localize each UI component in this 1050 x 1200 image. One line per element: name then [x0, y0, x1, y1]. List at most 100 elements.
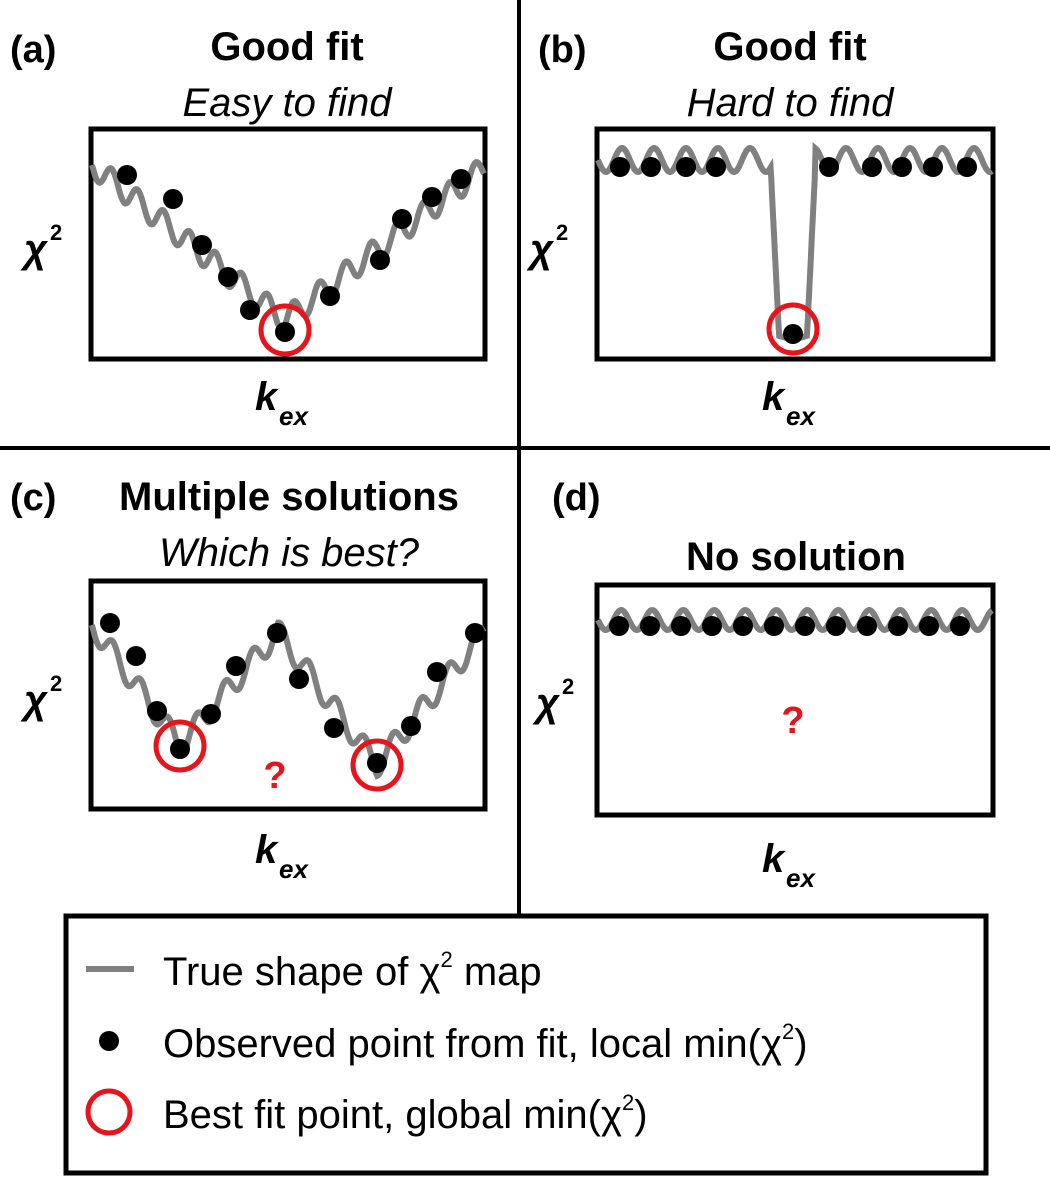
panel-d-y-axis-sup: 2: [562, 674, 574, 699]
panel-b: (b) Good fit Hard to find χ 2 k ex: [526, 25, 996, 431]
panel-b-point-9: [923, 157, 943, 177]
panel-a-point-10: [422, 187, 442, 207]
panel-b-point-6: [819, 157, 839, 177]
panel-a-point-6: [275, 322, 295, 342]
panel-a-title: Good fit: [210, 25, 363, 69]
panel-a-letter: (a): [10, 29, 56, 71]
panel-c-chi2-curve: [89, 619, 487, 780]
legend-circle-swatch: [85, 1088, 133, 1136]
panel-d-point-3: [671, 616, 691, 636]
panel-a-x-axis-sub: ex: [279, 401, 309, 431]
panel-b-point-2: [641, 157, 661, 177]
panel-b-point-4: [706, 157, 726, 177]
panel-b-best-fit-circle: [766, 302, 820, 356]
panel-d-point-9: [857, 616, 877, 636]
panel-d-point-6: [764, 616, 784, 636]
panel-d-y-axis-label: χ: [532, 681, 561, 725]
panel-c-letter: (c): [10, 477, 56, 519]
legend-point-swatch: [99, 1031, 119, 1051]
panel-c-point-4: [170, 739, 190, 759]
panel-d-question-mark: ?: [781, 700, 804, 742]
panel-c-subtitle: Which is best?: [159, 531, 420, 575]
legend: True shape of χ2 map Observed point from…: [63, 913, 989, 1176]
panel-a-point-1: [117, 165, 137, 185]
panel-c-point-10: [367, 753, 387, 773]
panel-d-point-5: [733, 616, 753, 636]
legend-box: [63, 913, 989, 1176]
panel-a-point-4: [218, 267, 238, 287]
panel-d-point-7: [795, 616, 815, 636]
panel-c-point-12: [427, 662, 447, 682]
panel-d-x-axis-sub: ex: [786, 863, 816, 893]
panel-d-x-axis-label: k: [762, 837, 786, 881]
panel-d-title: No solution: [686, 535, 906, 579]
panel-a: (a) Good fit Easy to find χ 2 k ex: [10, 25, 488, 431]
panel-a-point-5: [240, 300, 260, 320]
panel-d-point-10: [888, 616, 908, 636]
panel-a-subtitle: Easy to find: [182, 81, 393, 125]
panel-a-best-fit-circle: [258, 303, 312, 357]
panel-c-point-3: [147, 701, 167, 721]
panel-a-x-axis-label: k: [255, 375, 279, 419]
panel-b-y-axis-label: χ: [526, 227, 555, 271]
legend-point-label: Observed point from fit, local min(χ2): [163, 1019, 808, 1066]
panel-c-question-mark: ?: [263, 755, 286, 797]
panel-a-point-11: [451, 169, 471, 189]
panel-c-point-8: [289, 669, 309, 689]
panel-b-y-axis-sup: 2: [556, 220, 568, 245]
panel-c-point-6: [226, 656, 246, 676]
panel-a-y-axis-label: χ: [20, 227, 49, 271]
panel-d-point-2: [640, 616, 660, 636]
panel-d-point-8: [826, 616, 846, 636]
panel-c-x-axis-label: k: [255, 828, 279, 872]
panel-a-chi2-curve: [89, 158, 487, 332]
panel-c-plot-frame: [88, 578, 488, 812]
panel-c-x-axis-sub: ex: [279, 854, 309, 884]
panel-c-point-2: [126, 646, 146, 666]
panel-d-points: [609, 616, 970, 636]
panel-a-point-7: [320, 286, 340, 306]
panel-c-best-fit-circle-right: [350, 738, 404, 792]
panel-c-point-1: [100, 613, 120, 633]
panel-b-points: [610, 157, 977, 344]
panel-c-point-7: [267, 623, 287, 643]
panel-a-point-2: [163, 189, 183, 209]
panel-c-points: [100, 613, 485, 773]
panel-d-point-12: [950, 616, 970, 636]
panel-d-point-4: [702, 616, 722, 636]
panel-b-point-1: [610, 157, 630, 177]
panel-b-point-7: [862, 157, 882, 177]
panel-a-point-9: [392, 209, 412, 229]
panel-d: (d) No solution ? χ 2 k ex: [532, 477, 996, 893]
panel-d-letter: (d): [552, 477, 601, 519]
panel-c: (c) Multiple solutions Which is best? ? …: [10, 475, 488, 884]
panel-b-point-3: [676, 157, 696, 177]
panel-c-title: Multiple solutions: [119, 475, 459, 519]
panel-b-subtitle: Hard to find: [687, 81, 896, 125]
panel-a-point-8: [370, 250, 390, 270]
panel-b-point-8: [892, 157, 912, 177]
panel-b-title: Good fit: [713, 25, 866, 69]
panel-d-plot-frame: [594, 582, 996, 818]
panel-b-letter: (b): [538, 29, 587, 71]
panel-c-point-13: [465, 623, 485, 643]
panel-c-y-axis-sup: 2: [50, 671, 62, 696]
panel-c-point-11: [401, 716, 421, 736]
panel-a-points: [117, 165, 471, 342]
panel-a-plot-frame: [88, 126, 488, 362]
panel-b-x-axis-label: k: [762, 375, 786, 419]
panel-b-x-axis-sub: ex: [786, 401, 816, 431]
panel-b-point-10: [957, 157, 977, 177]
legend-line-label: True shape of χ2 map: [163, 947, 542, 994]
panel-c-point-5: [201, 704, 221, 724]
panel-d-point-1: [609, 616, 629, 636]
panel-b-point-5: [783, 324, 803, 344]
panel-d-chi2-curve: [595, 606, 994, 634]
panel-a-y-axis-sup: 2: [50, 220, 62, 245]
panel-a-point-3: [192, 235, 212, 255]
panel-c-point-9: [324, 718, 344, 738]
panel-d-point-11: [919, 616, 939, 636]
panel-c-y-axis-label: χ: [20, 678, 49, 722]
panel-b-plot-frame: [594, 126, 996, 362]
